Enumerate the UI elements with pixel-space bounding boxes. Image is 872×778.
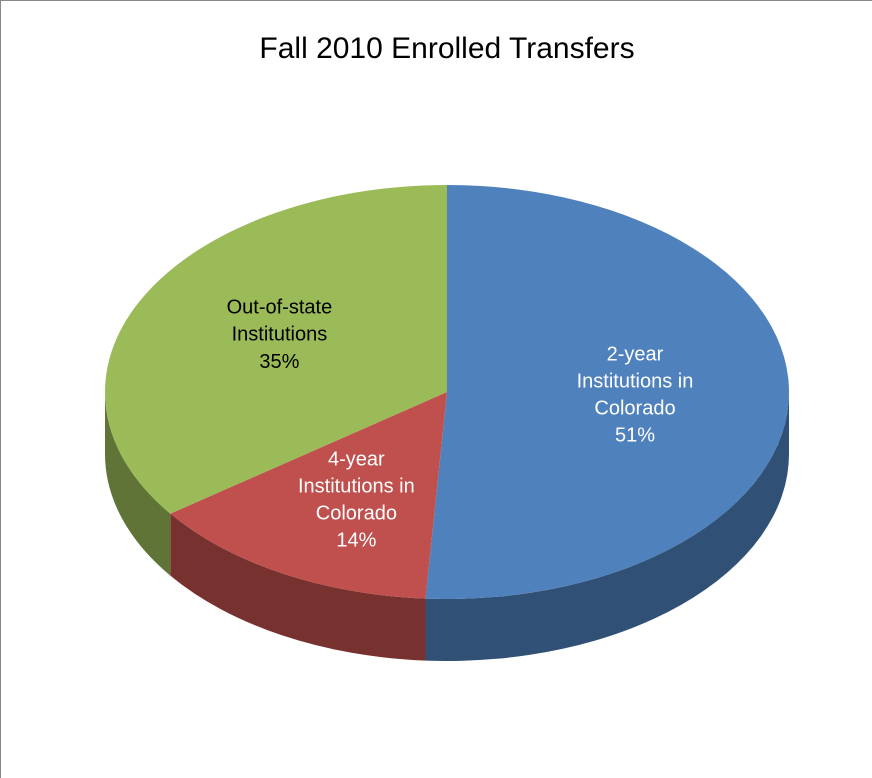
slice-value-label: 51% bbox=[615, 425, 655, 447]
slice bbox=[425, 185, 790, 600]
slice-value-label: 35% bbox=[259, 351, 299, 373]
slice bbox=[170, 392, 447, 599]
slice-label: Out-of-state Institutions bbox=[227, 297, 333, 346]
chart-title: Fall 2010 Enrolled Transfers bbox=[259, 32, 634, 65]
slice-label: 4-year Institutions in Colorado bbox=[298, 449, 415, 525]
slice bbox=[104, 185, 447, 514]
slice-side bbox=[425, 392, 789, 661]
slice-label: 2-year Institutions in Colorado bbox=[577, 344, 694, 420]
slice-side bbox=[170, 513, 426, 661]
slice-side bbox=[105, 392, 171, 576]
slice-value-label: 14% bbox=[336, 530, 376, 552]
